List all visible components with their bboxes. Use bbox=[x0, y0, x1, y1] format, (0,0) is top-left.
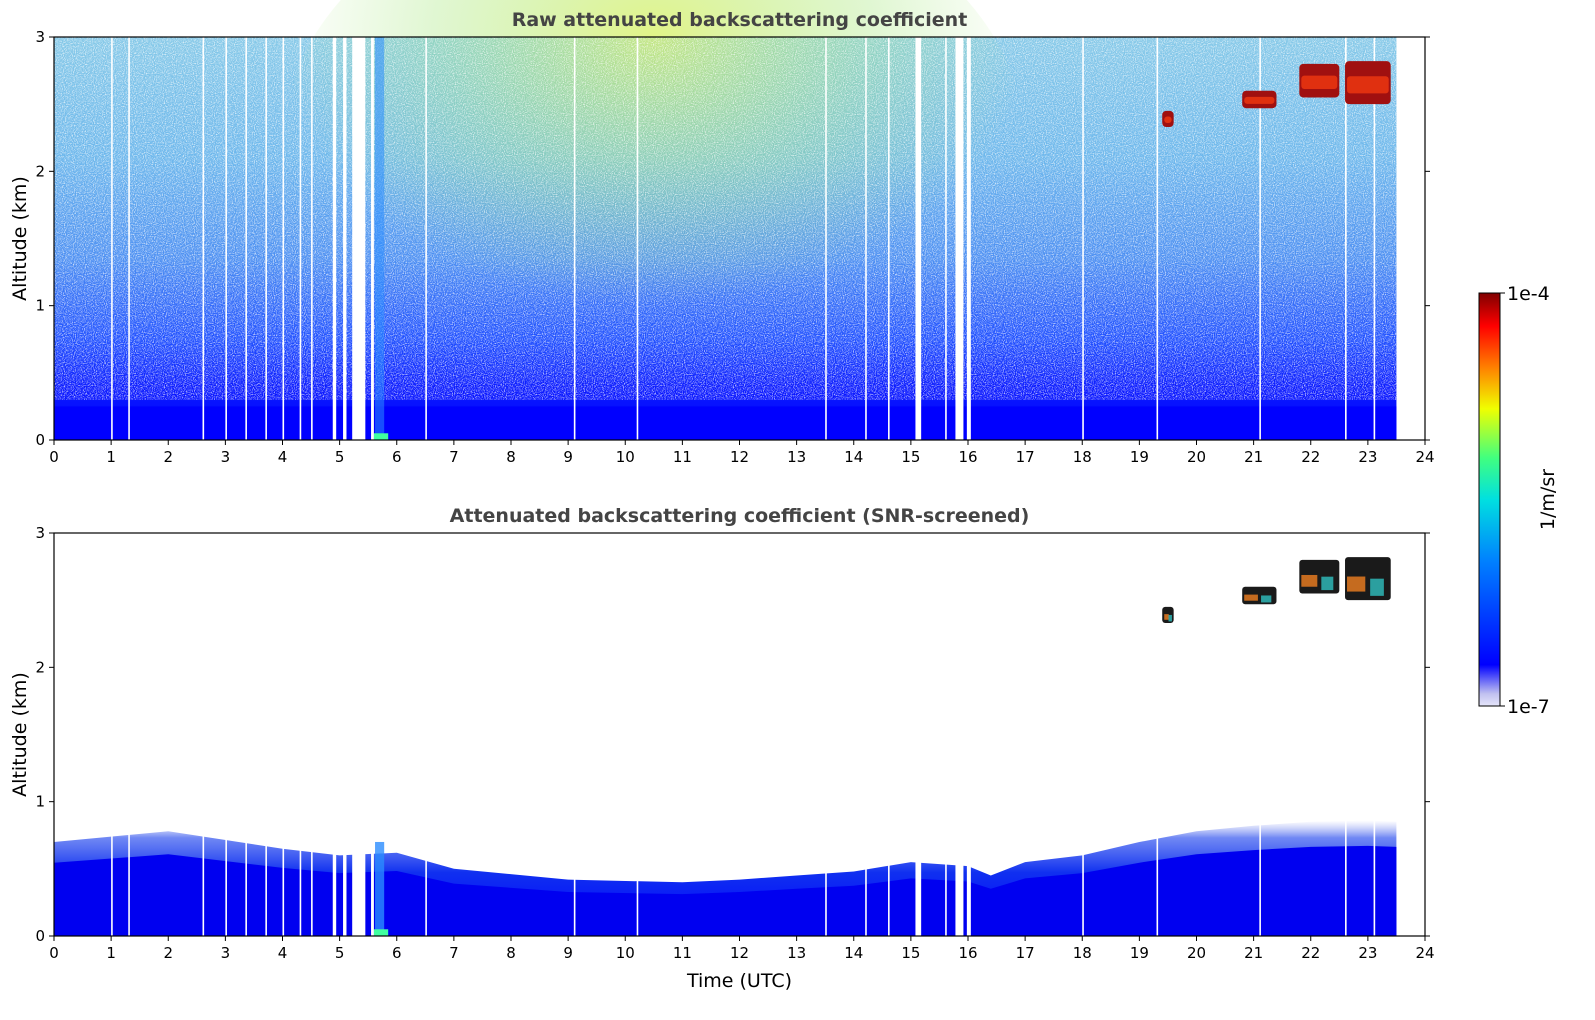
x-axis-label: Time (UTC) bbox=[686, 970, 792, 992]
x-tick-label: 18 bbox=[1073, 448, 1092, 466]
plume-5-7h bbox=[375, 841, 385, 936]
x-tick-label: 1 bbox=[106, 944, 116, 962]
y-tick-label: 2 bbox=[35, 162, 45, 180]
x-tick-label: 17 bbox=[1016, 448, 1035, 466]
y-axis-label-1: Altitude (km) bbox=[9, 176, 31, 301]
no-data-gap-1 bbox=[332, 533, 337, 936]
no-data-gap-7 bbox=[966, 37, 971, 440]
no-data-gap-2 bbox=[343, 533, 347, 936]
x-tick-label: 8 bbox=[506, 944, 516, 962]
cloud-layer-3 bbox=[1299, 63, 1340, 98]
heatmap-panel-1 bbox=[49, 0, 1430, 445]
x-tick-label: 15 bbox=[901, 448, 920, 466]
x-tick-label: 19 bbox=[1130, 448, 1149, 466]
panel-title-1: Raw attenuated backscattering coefficien… bbox=[512, 9, 968, 31]
x-tick-label: 11 bbox=[673, 448, 692, 466]
y-tick-label: 3 bbox=[35, 28, 45, 46]
no-data-gap-3 bbox=[352, 533, 366, 936]
y-tick-label: 3 bbox=[35, 524, 45, 542]
x-tick-label: 14 bbox=[844, 944, 863, 962]
x-tick-label: 23 bbox=[1358, 448, 1377, 466]
x-tick-label: 20 bbox=[1187, 944, 1206, 962]
x-tick-label: 17 bbox=[1016, 944, 1035, 962]
x-tick-label: 5 bbox=[335, 944, 345, 962]
y-tick-label: 0 bbox=[35, 431, 45, 449]
x-tick-label: 21 bbox=[1244, 944, 1263, 962]
colorbar bbox=[1478, 292, 1505, 707]
x-tick-label: 6 bbox=[392, 944, 402, 962]
no-data-gap-6 bbox=[955, 533, 964, 936]
x-tick-label: 21 bbox=[1244, 448, 1263, 466]
no-data-gap-3 bbox=[352, 37, 366, 440]
colorbar-max-label: 1e-4 bbox=[1507, 283, 1550, 305]
x-tick-label: 4 bbox=[278, 448, 288, 466]
cloud-layer-1 bbox=[1162, 606, 1174, 624]
x-tick-label: 9 bbox=[563, 944, 573, 962]
x-tick-label: 10 bbox=[616, 448, 635, 466]
x-tick-label: 18 bbox=[1073, 944, 1092, 962]
x-tick-label: 4 bbox=[278, 944, 288, 962]
x-tick-label: 12 bbox=[730, 448, 749, 466]
x-tick-label: 8 bbox=[506, 448, 516, 466]
x-tick-label: 14 bbox=[844, 448, 863, 466]
x-tick-label: 0 bbox=[49, 448, 59, 466]
y-axis-label-2: Altitude (km) bbox=[9, 672, 31, 797]
x-tick-label: 24 bbox=[1415, 944, 1434, 962]
colorbar-gradient bbox=[1478, 292, 1501, 707]
no-data-gap-7 bbox=[966, 533, 971, 936]
x-tick-label: 20 bbox=[1187, 448, 1206, 466]
cloud-layer-3 bbox=[1299, 559, 1340, 594]
x-tick-label: 19 bbox=[1130, 944, 1149, 962]
no-data-gap-5 bbox=[915, 37, 922, 440]
x-tick-label: 15 bbox=[901, 944, 920, 962]
x-tick-label: 3 bbox=[221, 944, 231, 962]
y-tick-label: 0 bbox=[35, 927, 45, 945]
cloud-layer-2 bbox=[1242, 90, 1277, 109]
x-tick-label: 24 bbox=[1415, 448, 1434, 466]
x-tick-label: 23 bbox=[1358, 944, 1377, 962]
x-tick-label: 3 bbox=[221, 448, 231, 466]
x-tick-label: 12 bbox=[730, 944, 749, 962]
x-tick-label: 11 bbox=[673, 944, 692, 962]
x-tick-label: 13 bbox=[787, 448, 806, 466]
colorbar-min-label: 1e-7 bbox=[1507, 696, 1550, 718]
y-tick-label: 1 bbox=[35, 793, 45, 811]
x-tick-label: 16 bbox=[958, 448, 977, 466]
x-tick-label: 16 bbox=[958, 944, 977, 962]
colorbar-unit-label: 1/m/sr bbox=[1537, 469, 1559, 530]
x-tick-label: 5 bbox=[335, 448, 345, 466]
cloud-layer-4 bbox=[1345, 61, 1391, 105]
x-tick-label: 22 bbox=[1301, 448, 1320, 466]
x-tick-label: 22 bbox=[1301, 944, 1320, 962]
x-tick-label: 10 bbox=[616, 944, 635, 962]
no-data-gap-5 bbox=[915, 533, 922, 936]
no-data-gap-4 bbox=[371, 37, 374, 440]
noise-speckle bbox=[54, 37, 1397, 400]
cloud-layer-1 bbox=[1162, 110, 1174, 128]
x-tick-label: 0 bbox=[49, 944, 59, 962]
heatmap-panel-2 bbox=[49, 532, 1430, 941]
no-data-gap-2 bbox=[343, 37, 347, 440]
x-tick-label: 7 bbox=[449, 448, 459, 466]
plume-5-7h bbox=[375, 37, 385, 440]
x-tick-label: 1 bbox=[106, 448, 116, 466]
x-tick-label: 7 bbox=[449, 944, 459, 962]
x-tick-label: 6 bbox=[392, 448, 402, 466]
cloud-layer-4 bbox=[1345, 557, 1391, 601]
x-tick-label: 9 bbox=[563, 448, 573, 466]
no-data-gap-6 bbox=[955, 37, 964, 440]
y-tick-label: 1 bbox=[35, 297, 45, 315]
no-data-gap-4 bbox=[371, 533, 374, 936]
y-tick-label: 2 bbox=[35, 658, 45, 676]
x-tick-label: 2 bbox=[163, 944, 173, 962]
x-tick-label: 2 bbox=[163, 448, 173, 466]
panel-title-2: Attenuated backscattering coefficient (S… bbox=[450, 505, 1030, 527]
cloud-layer-2 bbox=[1242, 586, 1277, 605]
no-data-gap-1 bbox=[332, 37, 337, 440]
x-tick-label: 13 bbox=[787, 944, 806, 962]
